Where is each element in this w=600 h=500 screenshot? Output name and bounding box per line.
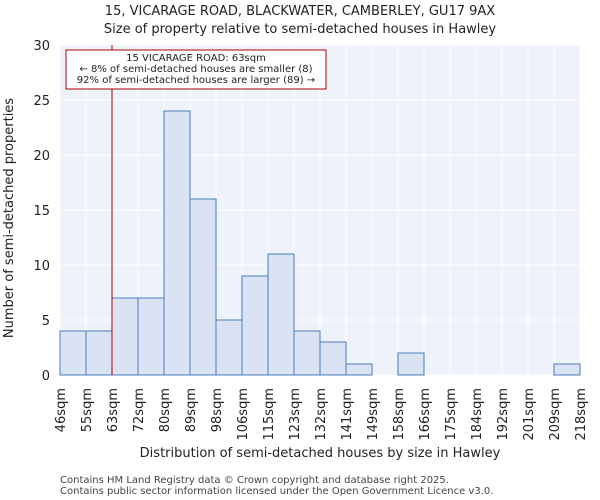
x-axis-ticks: 46sqm 55sqm 63sqm 72sqm 80sqm 89sqm 98sqm 106sq… <box>54 388 589 441</box>
histogram-bar-141sqm <box>345 363 373 376</box>
x-tick-label-123sqm: 123sqm <box>288 388 303 441</box>
footer-line1: Contains HM Land Registry data © Crown c… <box>60 475 449 486</box>
histogram-bar-55sqm <box>85 330 113 376</box>
x-tick-label-166sqm: 166sqm <box>418 388 433 441</box>
x-tick-label-55sqm: 55sqm <box>80 388 95 432</box>
x-tick-label-141sqm: 141sqm <box>340 388 355 441</box>
histogram-bar-123sqm <box>293 330 321 376</box>
y-axis-label: Number of semi-detached properties <box>2 98 17 338</box>
x-tick-label-98sqm: 98sqm <box>210 388 225 432</box>
histogram-bar-158sqm <box>397 352 425 376</box>
annotation-line2: ← 8% of semi-detached houses are smaller… <box>79 64 312 75</box>
x-tick-label-106sqm: 106sqm <box>236 388 251 441</box>
x-tick-label-132sqm: 132sqm <box>314 388 329 441</box>
chart-title-line1: 15, VICARAGE ROAD, BLACKWATER, CAMBERLEY… <box>105 4 495 19</box>
x-tick-label-184sqm: 184sqm <box>470 388 485 441</box>
x-tick-label-46sqm: 46sqm <box>54 388 69 432</box>
y-tick-label: 30 <box>33 39 50 54</box>
x-tick-label-63sqm: 63sqm <box>106 388 121 432</box>
y-tick-label: 0 <box>42 369 50 384</box>
bar-layer <box>59 110 581 376</box>
histogram-bar-106sqm <box>241 275 269 376</box>
y-tick-label: 25 <box>33 94 50 109</box>
histogram-bar-209sqm <box>553 363 581 376</box>
y-axis-ticks: 0 5 10 15 20 25 30 <box>33 39 50 384</box>
annotation-line1: 15 VICARAGE ROAD: 63sqm <box>126 53 266 64</box>
footer-line2: Contains public sector information licen… <box>60 486 493 497</box>
histogram-bar-80sqm <box>163 110 191 376</box>
histogram-bar-98sqm <box>215 319 243 376</box>
chart-title-line2: Size of property relative to semi-detach… <box>104 22 497 37</box>
x-axis-label: Distribution of semi-detached houses by … <box>140 446 501 461</box>
x-tick-label-89sqm: 89sqm <box>184 388 199 432</box>
y-tick-label: 20 <box>33 149 50 164</box>
x-tick-label-209sqm: 209sqm <box>548 388 563 441</box>
annotation-line3: 92% of semi-detached houses are larger (… <box>77 75 315 86</box>
histogram-bar-72sqm <box>137 297 165 376</box>
y-tick-label: 15 <box>33 204 50 219</box>
y-tick-label: 10 <box>33 259 50 274</box>
histogram-bar-115sqm <box>267 253 295 376</box>
annotation-frame <box>65 49 327 90</box>
x-tick-label-218sqm: 218sqm <box>574 388 589 441</box>
x-tick-label-149sqm: 149sqm <box>366 388 381 441</box>
histogram-bar-132sqm <box>319 341 347 376</box>
x-tick-label-72sqm: 72sqm <box>132 388 147 432</box>
histogram-bar-46sqm <box>59 330 87 376</box>
x-tick-label-201sqm: 201sqm <box>522 388 537 441</box>
x-tick-label-80sqm: 80sqm <box>158 388 173 432</box>
x-tick-label-175sqm: 175sqm <box>444 388 459 441</box>
y-tick-label: 5 <box>42 314 50 329</box>
x-tick-label-158sqm: 158sqm <box>392 388 407 441</box>
histogram-bar-89sqm <box>189 198 217 376</box>
x-tick-label-192sqm: 192sqm <box>496 388 511 441</box>
annotation-box: 15 VICARAGE ROAD: 63sqm ← 8% of semi-det… <box>65 49 327 90</box>
x-tick-label-115sqm: 115sqm <box>262 388 277 441</box>
histogram-bar-63sqm <box>111 297 139 376</box>
